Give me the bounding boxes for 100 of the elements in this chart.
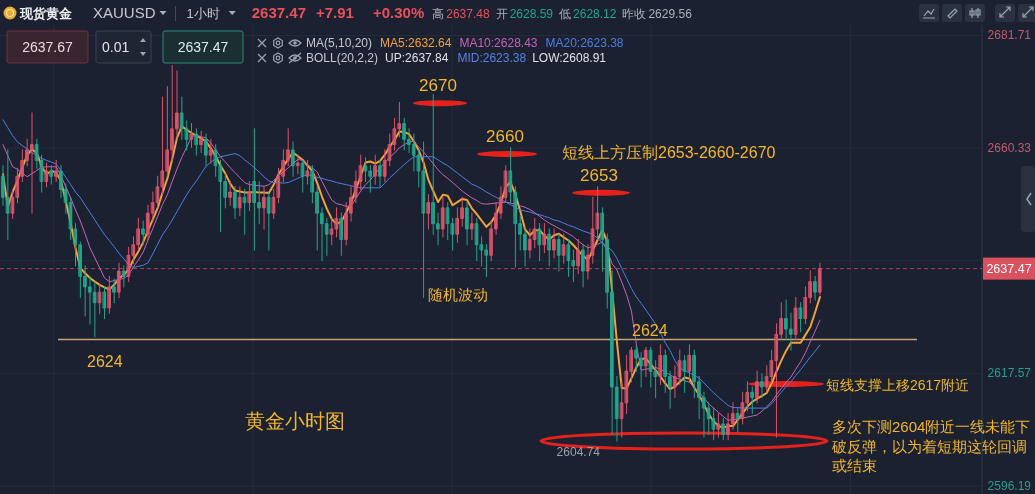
candlestick [644,347,648,377]
annotation: MID:2623.38 [457,51,527,65]
candlestick [426,194,430,230]
candlestick [218,159,223,233]
annotation: 短线上方压制2653-2660-2670 [562,144,776,161]
candlestick [629,347,634,383]
annotation: BOLL(20,2,2) [306,51,379,65]
text: 昨收 [622,7,647,21]
candlestick [15,167,20,204]
legend: MA(5,10,20) MA5:2632.64 MA10:2628.43 MA20:2623.38 [306,36,624,50]
annotation: 2624 [632,321,668,339]
candlestick [262,186,266,230]
candlestick [373,154,377,185]
candlestick [339,212,343,256]
annotation: 2660 [486,127,524,146]
candlestick [136,217,140,251]
candlestick [378,159,382,188]
candlestick [49,165,53,185]
annotation: 2670 [419,76,457,96]
text: 2628.12 [573,7,617,21]
candlestick [131,236,136,264]
annotation: 随机波动 [428,286,488,303]
candlestick [566,238,571,277]
candlestick [736,407,740,433]
candlestick [160,96,165,196]
candlestick [470,212,474,240]
candlestick [446,202,450,240]
candlestick [658,344,663,385]
candlestick [774,323,779,438]
candlestick [209,138,213,164]
candlestick [513,186,518,268]
text: +0.30% [372,4,425,21]
annotation: UP:2637.84 [385,51,449,65]
candlestick [755,370,759,404]
candlestick [98,283,102,314]
candlestick [223,173,227,209]
text: 开 [495,7,508,21]
candlestick [484,244,489,277]
y-tick-label: 2617.57 [987,366,1032,381]
candlestick [330,217,334,246]
candlestick [11,188,15,219]
candlestick [421,141,426,298]
candlestick [600,207,605,272]
candlestick [233,186,237,219]
text: 2637.48 [446,7,490,21]
candlestick [291,141,295,177]
text: 2629.56 [648,7,693,21]
candlestick [392,117,397,151]
candlestick [112,278,116,304]
annotation: 2653 [580,165,618,185]
candlestick [465,202,469,246]
candlestick [557,233,561,272]
candlestick [760,373,764,399]
candlestick [272,188,276,219]
y-tick-label: 2596.19 [987,479,1032,494]
text: 高 [432,7,445,21]
candlestick [794,296,798,341]
candlestick [683,354,687,393]
candlestick [73,223,78,267]
candlestick [552,228,556,259]
candlestick [199,130,203,154]
annotation: 0.01 [102,39,130,55]
candlestick [803,286,808,325]
annotation: 2637.67 [22,39,74,55]
candlestick [141,220,145,246]
candlestick [562,233,566,264]
candlestick [547,228,551,267]
candlestick [542,223,547,254]
annotation: 黄金小时图 [245,410,345,432]
annotation: 2604.74 [556,445,601,459]
y-tick-label: 2660.33 [987,141,1032,156]
ref-line-label: 2624 [87,352,123,370]
candlestick [301,159,305,193]
candlestick [475,217,479,262]
candlestick [122,265,126,288]
candlestick [267,191,271,251]
candlestick [107,275,111,314]
candlestick [741,391,745,425]
candlestick [247,181,252,211]
annotation: 2637.47 [177,39,229,55]
text: 低 [559,7,572,21]
candlestick [334,207,339,238]
chart-subtitle: XAUUSD [93,4,156,21]
y-tick-label: 2681.71 [987,28,1032,43]
candlestick [204,133,208,167]
candlestick [779,302,783,341]
candlestick [687,344,692,383]
candlestick [581,244,585,288]
candlestick [296,154,300,175]
candlestick [745,381,750,412]
ref-line-label: 2637.47 [986,262,1032,277]
chart-title: 现货黄金 [19,6,73,21]
candlestick [194,128,198,156]
candlestick [189,123,194,148]
candlestick [44,162,49,188]
text: 短线支撑上移2617附近 [826,377,970,393]
annotation: LOW:2608.91 [532,51,607,65]
text: 多次下测2604附近一线未能下破反弹，以为着短期这轮回调或结束 [831,418,1031,474]
candlestick [799,302,803,333]
text: +7.91 [315,4,354,21]
